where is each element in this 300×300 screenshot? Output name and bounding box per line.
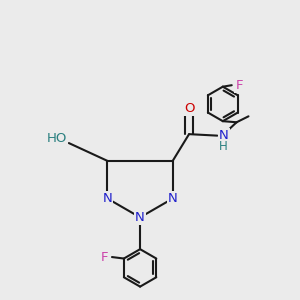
Text: N: N: [103, 192, 112, 205]
Text: F: F: [101, 250, 108, 263]
Text: F: F: [236, 79, 243, 92]
Text: N: N: [135, 211, 145, 224]
Text: H: H: [219, 140, 227, 153]
Text: N: N: [168, 192, 178, 205]
Text: HO: HO: [47, 132, 68, 145]
Text: O: O: [184, 102, 194, 115]
Text: N: N: [219, 129, 229, 142]
